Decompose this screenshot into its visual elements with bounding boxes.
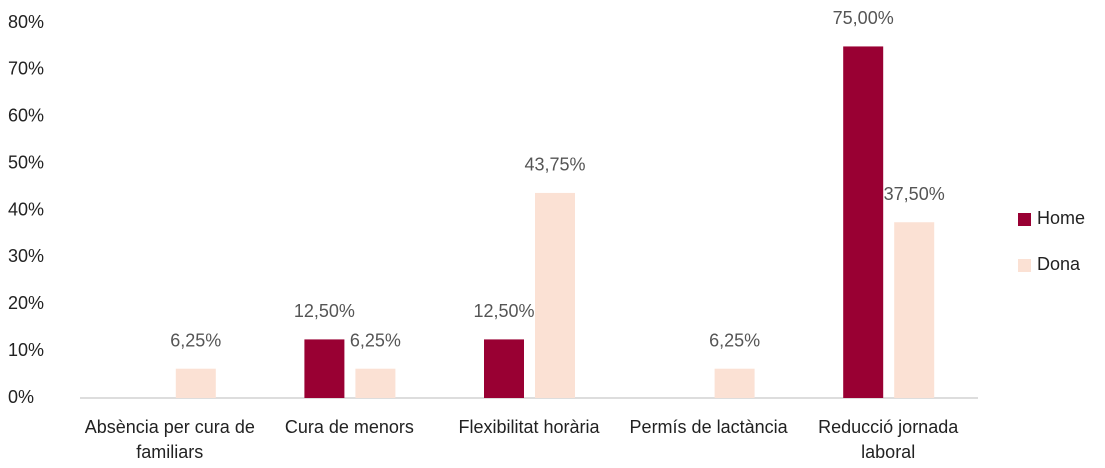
y-tick-label: 40% (8, 199, 44, 219)
data-label: 12,50% (294, 301, 355, 321)
bar (843, 46, 884, 398)
x-tick-label: Cura de menors (284, 417, 414, 437)
bar (484, 339, 524, 398)
legend-swatch (1018, 213, 1031, 226)
data-label: 43,75% (524, 155, 585, 175)
bar (894, 222, 935, 398)
data-label: 6,25% (170, 330, 221, 350)
bar (535, 192, 575, 398)
y-tick-label: 70% (8, 59, 44, 79)
legend-swatch (1018, 259, 1031, 272)
bar (714, 368, 755, 398)
legend-label: Home (1037, 208, 1085, 228)
data-label: 37,50% (884, 184, 945, 204)
data-label: 12,50% (473, 301, 534, 321)
bar (304, 339, 345, 398)
x-tick-label: Absència per cura de familiars (84, 417, 255, 462)
y-tick-label: 80% (8, 12, 44, 32)
bar (175, 368, 216, 398)
y-tick-label: 60% (8, 106, 44, 126)
x-tick-label: Flexibilitat horària (458, 417, 600, 437)
legend-label: Dona (1037, 254, 1081, 274)
y-tick-label: 20% (8, 293, 44, 313)
data-label: 6,25% (350, 330, 401, 350)
data-label: 75,00% (833, 8, 894, 28)
bar (355, 368, 396, 398)
y-tick-label: 30% (8, 246, 44, 266)
x-tick-label: Reducció jornada laboral (818, 417, 959, 462)
y-tick-label: 10% (8, 340, 44, 360)
y-tick-label: 50% (8, 152, 44, 172)
x-tick-label: Permís de lactància (629, 417, 788, 437)
y-tick-label: 0% (8, 387, 34, 407)
data-label: 6,25% (709, 330, 760, 350)
